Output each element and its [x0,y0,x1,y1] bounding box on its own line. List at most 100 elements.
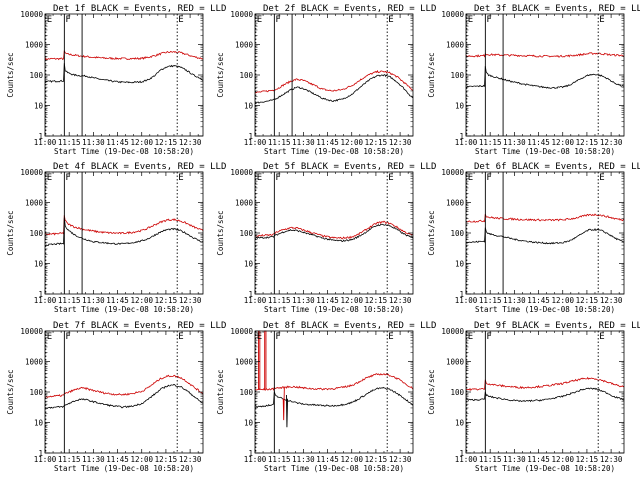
y-tick-label: 10 [244,419,254,428]
events-series-line [255,223,414,243]
x-tick-label: 11:30 [292,455,315,464]
y-tick-label: 1000 [446,41,465,50]
panel-title: Det 1f BLACK = Events, RED = LLD [53,4,226,14]
y-tick-label: 10 [244,102,254,111]
lld-series-line [44,50,204,61]
x-tick-label: 12:30 [600,455,623,464]
x-tick-label: 11:00 [34,138,57,147]
panel-title: Det 5f BLACK = Events, RED = LLD [263,162,436,172]
x-tick-label: 11:45 [106,296,129,305]
events-series-line [465,65,625,89]
panel-title: Det 9f BLACK = Events, RED = LLD [474,321,640,331]
y-tick-label: 10000 [441,10,464,19]
event-marker-label: F [275,15,280,25]
x-axis-label: Start Time (19-Dec-08 10:58:20) [264,464,404,473]
event-marker-label: F [486,332,491,342]
x-tick-label: 12:15 [576,296,599,305]
plot-frame [254,330,414,454]
x-axis-label: Start Time (19-Dec-08 10:58:20) [475,305,615,314]
y-tick-label: 10000 [20,10,43,19]
x-tick-label: 11:30 [82,296,105,305]
event-marker-label: E [468,173,473,183]
y-tick-label: 10 [244,260,254,269]
y-tick-label: 1000 [446,199,465,208]
x-tick-label: 12:30 [389,455,412,464]
x-tick-label: 11:30 [503,455,526,464]
x-tick-label: 12:15 [365,296,388,305]
y-tick-label: 1 [248,449,253,458]
x-tick-label: 11:00 [244,296,267,305]
x-tick-label: 12:15 [365,455,388,464]
event-marker-label: E [47,332,52,342]
y-tick-label: 10 [455,419,465,428]
event-marker-label: E [257,332,262,342]
y-axis-label: Counts/sec [6,52,15,97]
event-marker-label: E [388,332,393,342]
x-tick-label: 12:00 [340,296,363,305]
event-marker-label: E [388,15,393,25]
event-marker-label: F [65,15,70,25]
x-axis-label: Start Time (19-Dec-08 10:58:20) [475,147,615,156]
event-marker-label: E [599,15,604,25]
x-axis-label: Start Time (19-Dec-08 10:58:20) [54,305,194,314]
event-marker-label: F [65,173,70,183]
plot-frame [254,171,414,295]
lld-spike-2 [264,330,267,390]
y-tick-label: 1 [38,290,43,299]
event-marker-label: E [468,332,473,342]
x-tick-label: 11:30 [503,138,526,147]
x-tick-label: 12:15 [576,138,599,147]
y-tick-label: 1000 [235,358,254,367]
x-tick-label: 12:00 [130,455,153,464]
x-tick-label: 12:30 [179,455,202,464]
x-tick-label: 12:30 [389,296,412,305]
event-marker-label: E [388,173,393,183]
event-marker-label: E [599,332,604,342]
x-tick-label: 11:45 [527,455,550,464]
y-tick-label: 10000 [230,168,253,177]
x-tick-label: 11:00 [455,138,478,147]
lld-series-line [44,215,204,236]
x-tick-label: 12:00 [130,138,153,147]
y-tick-label: 10000 [230,327,253,336]
x-tick-label: 11:45 [527,138,550,147]
y-tick-label: 100 [450,71,464,80]
event-marker-label: E [257,15,262,25]
y-tick-label: 10 [34,419,44,428]
y-axis-label: Counts/sec [216,52,225,97]
x-tick-label: 11:15 [58,138,81,147]
x-tick-label: 12:00 [551,296,574,305]
x-tick-label: 11:45 [316,455,339,464]
x-tick-label: 12:30 [600,138,623,147]
y-tick-label: 1 [38,132,43,141]
x-tick-label: 12:15 [155,455,178,464]
lld-series-line [465,376,625,392]
y-tick-label: 1 [38,449,43,458]
x-tick-label: 12:00 [130,296,153,305]
x-tick-label: 11:15 [479,455,502,464]
panel-title: Det 2f BLACK = Events, RED = LLD [263,4,436,14]
x-tick-label: 12:15 [155,296,178,305]
x-tick-label: 11:30 [292,296,315,305]
x-tick-label: 11:00 [455,296,478,305]
x-tick-label: 11:15 [479,296,502,305]
event-marker-label: F [486,173,491,183]
y-axis-label: Counts/sec [6,210,15,255]
event-marker-label: E [47,173,52,183]
event-marker-label: E [178,332,183,342]
y-axis-label: Counts/sec [216,210,225,255]
y-tick-label: 100 [29,71,43,80]
event-marker-label: E [257,173,262,183]
x-axis-label: Start Time (19-Dec-08 10:58:20) [54,464,194,473]
plot-frame [465,171,625,295]
plot-frame [254,13,414,137]
x-axis-label: Start Time (19-Dec-08 10:58:20) [475,464,615,473]
y-tick-label: 1 [248,132,253,141]
event-marker-label: F [65,332,70,342]
